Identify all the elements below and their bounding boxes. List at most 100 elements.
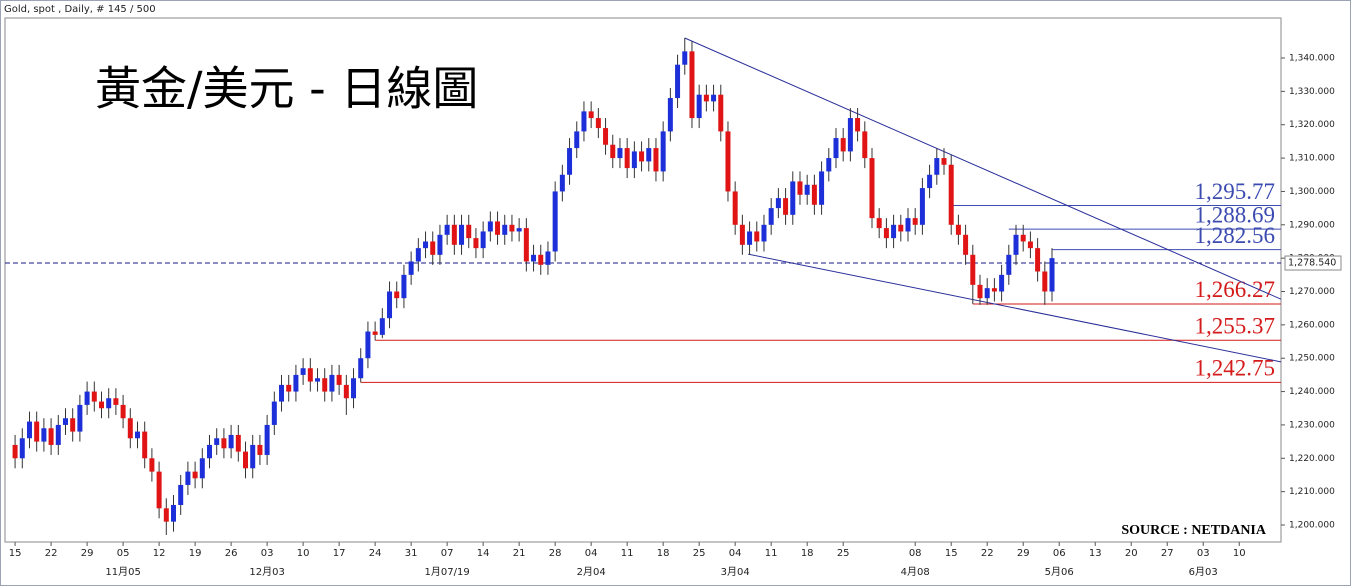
y-tick-label: 1,320.000 [1289, 120, 1335, 130]
candle-body [77, 404, 83, 432]
candle-body [473, 238, 479, 249]
candle-body [444, 224, 450, 235]
x-tick-label: 10 [297, 548, 310, 559]
candle-body [538, 254, 544, 265]
candle-body [963, 234, 969, 255]
x-tick-label: 04 [585, 548, 598, 559]
x-tick-label: 06 [1053, 548, 1066, 559]
candle-body [401, 274, 407, 299]
candle-body [804, 184, 810, 195]
candle-body [163, 508, 169, 522]
candle-body [739, 224, 745, 245]
candle-body [660, 131, 666, 172]
candle-body [451, 224, 457, 245]
candle-body [826, 158, 832, 172]
candle-body [790, 181, 796, 215]
candle-body [480, 231, 486, 249]
candle-body [127, 418, 133, 439]
candle-body [927, 174, 933, 189]
candle-body [869, 158, 875, 219]
candle-body [1013, 234, 1019, 255]
candle-body [365, 331, 371, 359]
candle-body [675, 64, 681, 99]
candle-body [689, 51, 695, 119]
header: Gold, spot , Daily, # 145 / 500 [4, 4, 156, 15]
candle-body [142, 431, 148, 459]
candle-body [134, 431, 140, 439]
x-tick-label: 28 [549, 548, 562, 559]
candle-body [1020, 234, 1026, 242]
candle-body [747, 231, 753, 245]
month-label: 12月03 [249, 566, 284, 578]
candle-body [149, 458, 155, 472]
candle-body [653, 148, 659, 172]
chart-title: 黃金/美元 - 日線圖 [95, 62, 478, 116]
candle-body [905, 218, 911, 232]
candle-body [55, 424, 61, 445]
candle-body [603, 128, 609, 145]
candle-body [70, 418, 76, 432]
y-tick-label: 1,260.000 [1289, 320, 1335, 330]
x-tick-label: 22 [981, 548, 994, 559]
candle-body [977, 284, 983, 299]
candle-body [552, 191, 558, 252]
x-tick-label: 17 [333, 548, 346, 559]
month-label: 6月03 [1189, 566, 1218, 578]
candle-body [639, 151, 645, 162]
current-price-box [1284, 255, 1342, 271]
candle-body [574, 131, 580, 149]
candle-body [358, 358, 364, 379]
month-label: 1月07/19 [425, 566, 470, 578]
candle-body [271, 401, 277, 425]
candle-body [315, 378, 321, 382]
candle-body [207, 444, 213, 459]
y-tick-label: 1,330.000 [1289, 87, 1335, 97]
x-tick-label: 15 [945, 548, 958, 559]
candle-body [819, 171, 825, 205]
candle-body [415, 248, 421, 262]
x-tick-label: 03 [1197, 548, 1210, 559]
candle-body [120, 404, 126, 419]
candle-body [711, 94, 717, 102]
candle-body [631, 151, 637, 169]
candle-body [624, 148, 630, 169]
level-label: 1,282.56 [1195, 223, 1276, 248]
candle-body [775, 198, 781, 209]
candle-body [531, 254, 537, 262]
x-tick-label: 26 [225, 548, 238, 559]
x-tick-label: 11 [621, 548, 634, 559]
candle-body [293, 374, 299, 392]
candle-body [783, 198, 789, 215]
candle-body [970, 254, 976, 285]
candle-body [502, 224, 508, 235]
candle-body [185, 471, 191, 485]
candle-body [106, 398, 112, 409]
candle-body [178, 484, 184, 505]
x-tick-label: 31 [405, 548, 418, 559]
candle-body [919, 188, 925, 225]
x-tick-label: 04 [729, 548, 742, 559]
candle-body [559, 174, 565, 192]
candle-body [999, 274, 1005, 292]
candle-body [113, 398, 119, 405]
candle-body [62, 418, 68, 425]
candle-body [523, 228, 529, 262]
y-tick-label: 1,290.000 [1289, 220, 1335, 230]
candle-body [581, 111, 587, 132]
candle-body [307, 368, 313, 382]
candle-body [264, 424, 270, 455]
candle-body [876, 218, 882, 229]
x-tick-label: 20 [1125, 548, 1138, 559]
level-label: 1,288.69 [1195, 202, 1276, 227]
x-tick-label: 29 [81, 548, 94, 559]
x-tick-label: 19 [189, 548, 202, 559]
candle-body [509, 224, 515, 232]
candle-body [214, 438, 220, 445]
x-tick-label: 25 [693, 548, 706, 559]
x-tick-label: 08 [909, 548, 922, 559]
candle-body [768, 208, 774, 225]
candle-body [516, 228, 522, 232]
candle-body [588, 111, 594, 119]
candle-body [394, 291, 400, 299]
